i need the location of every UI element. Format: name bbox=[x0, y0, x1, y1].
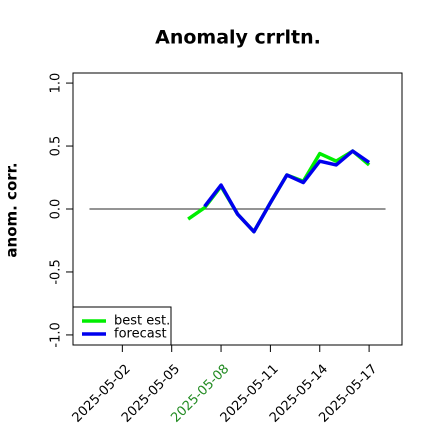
legend-label: best est. bbox=[114, 314, 170, 329]
y-tick-label: 0.5 bbox=[49, 136, 64, 157]
y-tick-label: -1.0 bbox=[49, 322, 64, 347]
y-tick-label: 1.0 bbox=[49, 73, 64, 94]
legend-box bbox=[72, 306, 172, 346]
y-tick-label: -0.5 bbox=[49, 259, 64, 284]
legend-label: forecast bbox=[114, 327, 167, 342]
series-line bbox=[203, 149, 371, 234]
y-axis-label: anom. corr. bbox=[3, 162, 21, 257]
chart-title: Anomaly crrltn. bbox=[155, 27, 321, 49]
y-tick-label: 0.0 bbox=[49, 199, 64, 220]
